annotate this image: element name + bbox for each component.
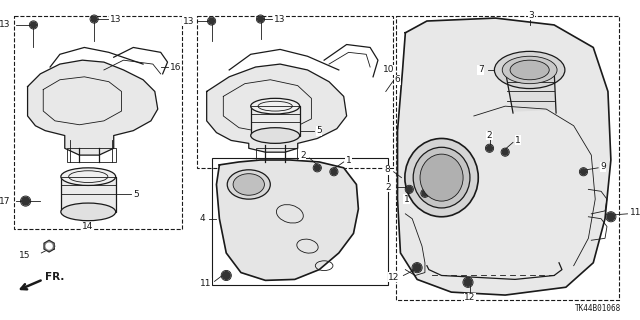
Ellipse shape: [420, 154, 463, 201]
Text: 1: 1: [346, 156, 351, 164]
Circle shape: [580, 169, 586, 175]
Circle shape: [22, 197, 29, 205]
Text: 11: 11: [630, 208, 640, 217]
Text: 11: 11: [200, 279, 212, 288]
Circle shape: [486, 145, 492, 151]
Bar: [61, 177, 116, 212]
Circle shape: [502, 149, 508, 155]
Text: FR.: FR.: [45, 272, 65, 283]
Circle shape: [413, 264, 421, 272]
Polygon shape: [216, 160, 358, 280]
Circle shape: [314, 165, 320, 171]
Bar: [14, 16, 182, 229]
Text: 2: 2: [385, 183, 390, 192]
Circle shape: [209, 18, 214, 24]
Polygon shape: [505, 70, 556, 111]
Ellipse shape: [502, 56, 557, 84]
Text: 4: 4: [199, 214, 205, 223]
Bar: [255, 148, 297, 162]
Polygon shape: [207, 64, 347, 152]
Circle shape: [257, 16, 264, 22]
Text: 2: 2: [300, 151, 305, 160]
Text: 6: 6: [395, 75, 401, 84]
Bar: [67, 148, 116, 162]
Circle shape: [406, 187, 412, 192]
Text: 14: 14: [83, 222, 94, 231]
Circle shape: [607, 213, 615, 221]
Circle shape: [91, 16, 97, 22]
Bar: [212, 158, 388, 285]
Ellipse shape: [251, 128, 300, 143]
Text: 15: 15: [19, 252, 31, 260]
Text: 17: 17: [0, 196, 11, 206]
Polygon shape: [28, 60, 157, 155]
Text: 13: 13: [274, 15, 285, 24]
Text: 1: 1: [515, 136, 521, 145]
Circle shape: [464, 278, 472, 286]
Text: 12: 12: [388, 273, 399, 282]
Polygon shape: [44, 240, 54, 252]
Text: 16: 16: [170, 62, 181, 72]
Ellipse shape: [413, 147, 470, 208]
Ellipse shape: [495, 52, 565, 89]
Circle shape: [331, 169, 337, 175]
Text: 13: 13: [0, 20, 11, 29]
Bar: [251, 106, 300, 136]
Text: 1: 1: [403, 195, 409, 204]
Circle shape: [422, 190, 428, 196]
Polygon shape: [397, 18, 611, 295]
Text: 13: 13: [110, 15, 122, 24]
Ellipse shape: [227, 170, 270, 199]
Text: 7: 7: [478, 66, 484, 75]
Text: TK44B01068: TK44B01068: [575, 304, 621, 313]
Bar: [197, 16, 392, 168]
Ellipse shape: [510, 60, 549, 80]
Text: 10: 10: [383, 66, 394, 75]
Text: 12: 12: [464, 293, 476, 302]
Ellipse shape: [405, 139, 478, 217]
Circle shape: [46, 243, 52, 249]
Ellipse shape: [61, 168, 116, 186]
Bar: [396, 16, 619, 300]
Text: 5: 5: [316, 126, 322, 135]
Text: 3: 3: [529, 11, 534, 20]
Ellipse shape: [61, 203, 116, 221]
Ellipse shape: [233, 174, 264, 195]
Text: 5: 5: [133, 190, 139, 199]
Ellipse shape: [251, 98, 300, 114]
Circle shape: [31, 22, 36, 28]
Text: 2: 2: [486, 131, 492, 140]
Text: 9: 9: [600, 162, 606, 171]
Circle shape: [222, 272, 230, 279]
Text: 8: 8: [384, 165, 390, 174]
Text: 13: 13: [182, 17, 194, 26]
